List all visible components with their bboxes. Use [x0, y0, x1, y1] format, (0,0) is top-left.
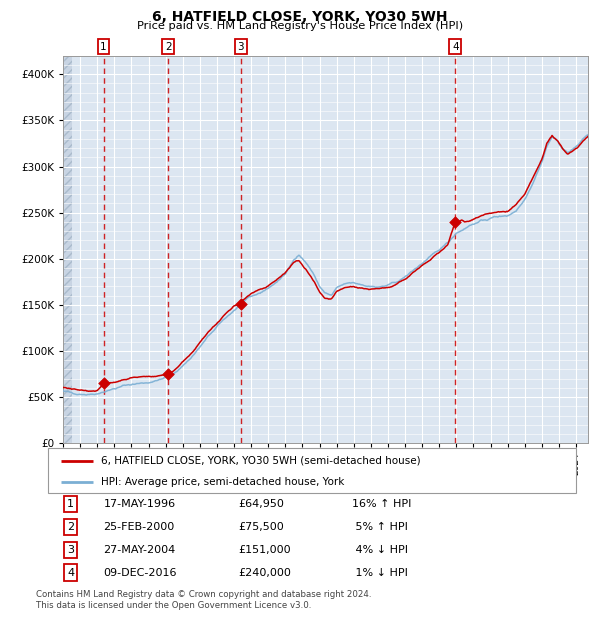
Text: 1: 1: [100, 42, 107, 51]
Text: 4% ↓ HPI: 4% ↓ HPI: [352, 544, 407, 555]
Point: [451, 217, 460, 227]
Text: 17-MAY-1996: 17-MAY-1996: [103, 498, 176, 509]
Text: 1: 1: [67, 498, 74, 509]
Point: [163, 369, 173, 379]
Text: 3: 3: [238, 42, 244, 51]
Text: 1% ↓ HPI: 1% ↓ HPI: [352, 567, 407, 578]
Text: 4: 4: [452, 42, 458, 51]
Text: 25-FEB-2000: 25-FEB-2000: [103, 521, 175, 532]
Text: 2: 2: [165, 42, 172, 51]
Point: [99, 378, 109, 388]
Text: HPI: Average price, semi-detached house, York: HPI: Average price, semi-detached house,…: [101, 477, 344, 487]
Text: Contains HM Land Registry data © Crown copyright and database right 2024.: Contains HM Land Registry data © Crown c…: [36, 590, 371, 600]
Text: £75,500: £75,500: [238, 521, 284, 532]
Text: £64,950: £64,950: [238, 498, 284, 509]
Text: 5% ↑ HPI: 5% ↑ HPI: [352, 521, 407, 532]
Text: 6, HATFIELD CLOSE, YORK, YO30 5WH: 6, HATFIELD CLOSE, YORK, YO30 5WH: [152, 10, 448, 24]
FancyBboxPatch shape: [48, 448, 576, 493]
Point: [236, 299, 245, 309]
Text: £151,000: £151,000: [238, 544, 291, 555]
Text: 09-DEC-2016: 09-DEC-2016: [103, 567, 177, 578]
Text: 3: 3: [67, 544, 74, 555]
Text: 27-MAY-2004: 27-MAY-2004: [103, 544, 176, 555]
Text: 4: 4: [67, 567, 74, 578]
Text: Price paid vs. HM Land Registry's House Price Index (HPI): Price paid vs. HM Land Registry's House …: [137, 21, 463, 31]
Text: This data is licensed under the Open Government Licence v3.0.: This data is licensed under the Open Gov…: [36, 601, 311, 611]
Text: 6, HATFIELD CLOSE, YORK, YO30 5WH (semi-detached house): 6, HATFIELD CLOSE, YORK, YO30 5WH (semi-…: [101, 456, 421, 466]
Text: 2: 2: [67, 521, 74, 532]
Text: £240,000: £240,000: [238, 567, 291, 578]
Text: 16% ↑ HPI: 16% ↑ HPI: [352, 498, 411, 509]
